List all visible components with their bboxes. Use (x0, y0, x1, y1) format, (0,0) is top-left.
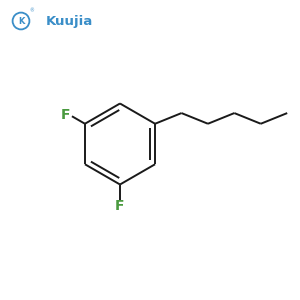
Text: K: K (18, 16, 24, 26)
Text: Kuujia: Kuujia (46, 14, 93, 28)
Text: ®: ® (29, 9, 34, 14)
Text: F: F (115, 199, 125, 213)
Text: F: F (61, 108, 70, 122)
